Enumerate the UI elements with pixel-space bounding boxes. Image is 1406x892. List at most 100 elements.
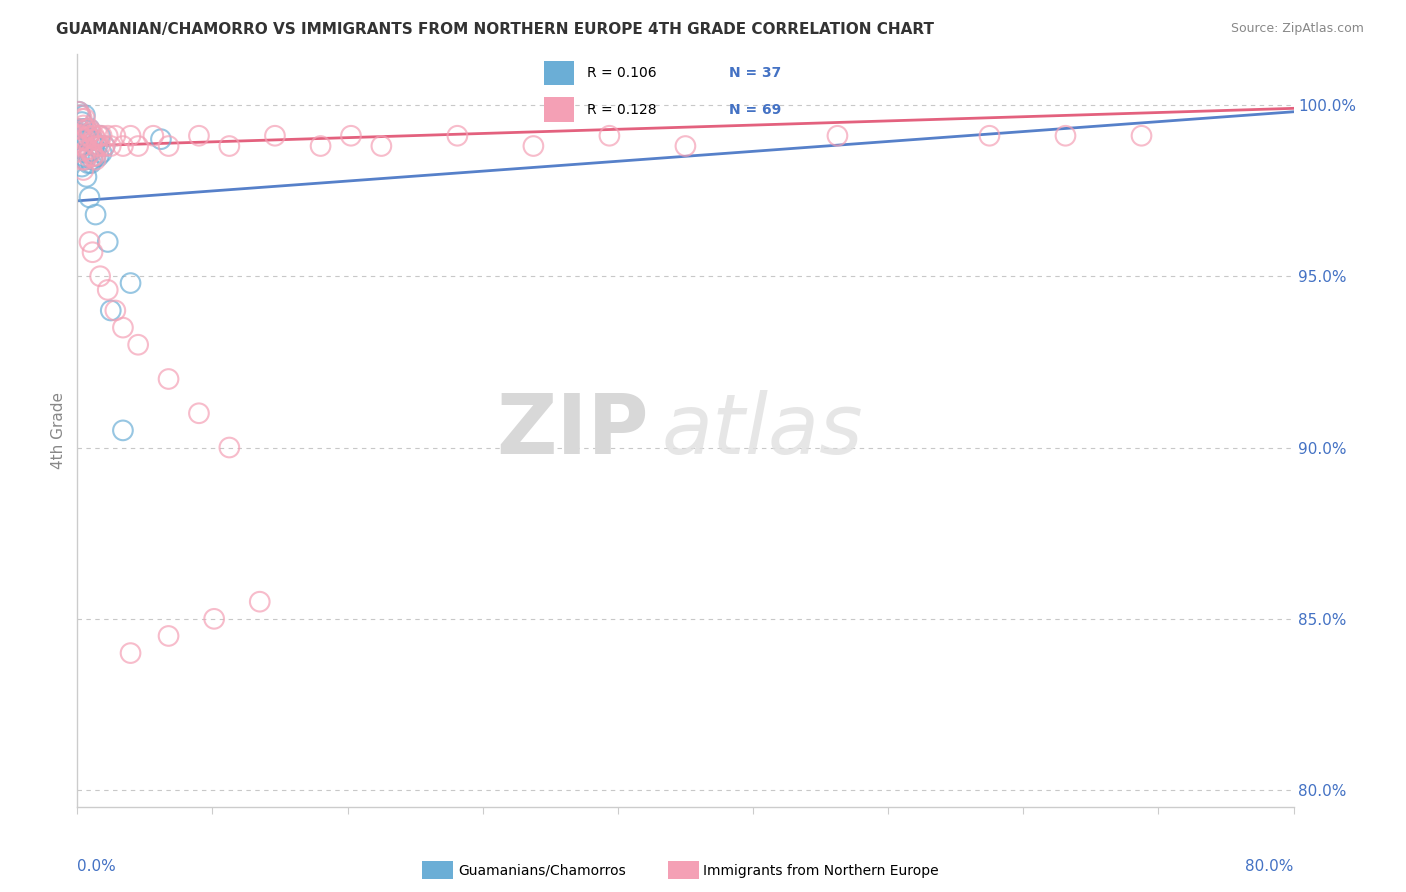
Text: ZIP: ZIP — [496, 390, 650, 471]
Point — [72, 119, 94, 133]
Point — [97, 128, 120, 143]
Point — [100, 303, 122, 318]
Point — [157, 629, 180, 643]
Point — [84, 208, 107, 222]
Point — [89, 269, 111, 284]
Point — [70, 115, 93, 129]
Point — [86, 139, 108, 153]
Point — [75, 122, 97, 136]
Point — [84, 132, 107, 146]
Point — [72, 122, 94, 136]
Point — [149, 132, 172, 146]
Point — [80, 125, 103, 139]
Point — [83, 149, 105, 163]
Point — [218, 139, 240, 153]
Point — [77, 132, 100, 146]
Point — [72, 163, 94, 178]
Point — [84, 149, 107, 163]
Point — [446, 128, 468, 143]
Point — [89, 128, 111, 143]
Point — [82, 132, 104, 146]
Point — [70, 139, 93, 153]
Point — [142, 128, 165, 143]
Point — [111, 424, 134, 438]
Text: 0.0%: 0.0% — [77, 859, 117, 873]
Bar — [544, 62, 575, 86]
Point — [522, 139, 544, 153]
Point — [598, 128, 620, 143]
Point — [77, 156, 100, 170]
Point — [249, 595, 271, 609]
Point — [73, 153, 96, 167]
Point — [73, 132, 96, 146]
Point — [120, 646, 142, 660]
Point — [69, 108, 91, 122]
Point — [73, 128, 96, 143]
Point — [120, 276, 142, 290]
Point — [79, 145, 101, 160]
Point — [67, 122, 90, 136]
Point — [69, 132, 91, 146]
Point — [75, 145, 97, 160]
Point — [675, 139, 697, 153]
Point — [79, 235, 101, 249]
Point — [111, 320, 134, 334]
Point — [75, 169, 97, 184]
Text: R = 0.128: R = 0.128 — [586, 103, 657, 117]
Point — [90, 128, 112, 143]
Point — [79, 190, 101, 204]
Point — [84, 153, 107, 167]
Point — [120, 128, 142, 143]
Point — [77, 128, 100, 143]
Text: Immigrants from Northern Europe: Immigrants from Northern Europe — [703, 863, 939, 878]
Point — [70, 153, 93, 167]
Y-axis label: 4th Grade: 4th Grade — [51, 392, 66, 469]
Point — [73, 153, 96, 167]
Point — [83, 139, 105, 153]
Point — [80, 132, 103, 146]
Point — [80, 145, 103, 160]
Text: R = 0.106: R = 0.106 — [586, 66, 657, 80]
Point — [127, 139, 149, 153]
Point — [111, 139, 134, 153]
Point — [72, 149, 94, 163]
Point — [73, 108, 96, 122]
Point — [157, 139, 180, 153]
Point — [72, 139, 94, 153]
Point — [80, 156, 103, 170]
Point — [104, 303, 127, 318]
Point — [82, 149, 104, 163]
Point — [979, 128, 1001, 143]
Point — [827, 128, 849, 143]
Text: GUAMANIAN/CHAMORRO VS IMMIGRANTS FROM NORTHERN EUROPE 4TH GRADE CORRELATION CHAR: GUAMANIAN/CHAMORRO VS IMMIGRANTS FROM NO… — [56, 22, 934, 37]
Point — [87, 128, 110, 143]
Point — [70, 160, 93, 174]
Point — [79, 143, 101, 157]
Point — [67, 122, 90, 136]
Point — [97, 283, 120, 297]
Point — [69, 108, 91, 122]
Point — [188, 128, 211, 143]
Point — [90, 145, 112, 160]
Point — [75, 143, 97, 157]
Point — [93, 139, 115, 153]
Point — [75, 122, 97, 136]
Point — [218, 441, 240, 455]
Point — [157, 372, 180, 386]
Point — [100, 139, 122, 153]
Point — [370, 139, 392, 153]
Point — [89, 139, 111, 153]
Point — [70, 112, 93, 126]
Point — [79, 122, 101, 136]
Text: N = 69: N = 69 — [730, 103, 782, 117]
Point — [264, 128, 287, 143]
Point — [70, 132, 93, 146]
Point — [202, 612, 225, 626]
Point — [79, 122, 101, 136]
Point — [1054, 128, 1077, 143]
Point — [67, 104, 90, 119]
Point — [93, 139, 115, 153]
Point — [87, 149, 110, 163]
Point — [127, 337, 149, 351]
Point — [86, 139, 108, 153]
